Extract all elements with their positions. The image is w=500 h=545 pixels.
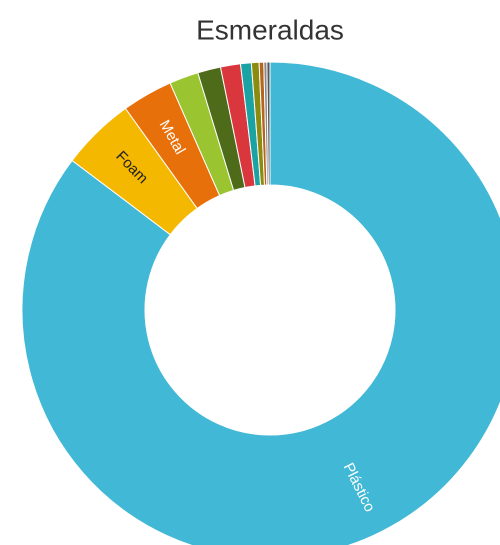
donut-slice xyxy=(21,61,500,545)
chart-title: Esmeraldas xyxy=(196,14,344,45)
donut-slice xyxy=(266,61,271,186)
